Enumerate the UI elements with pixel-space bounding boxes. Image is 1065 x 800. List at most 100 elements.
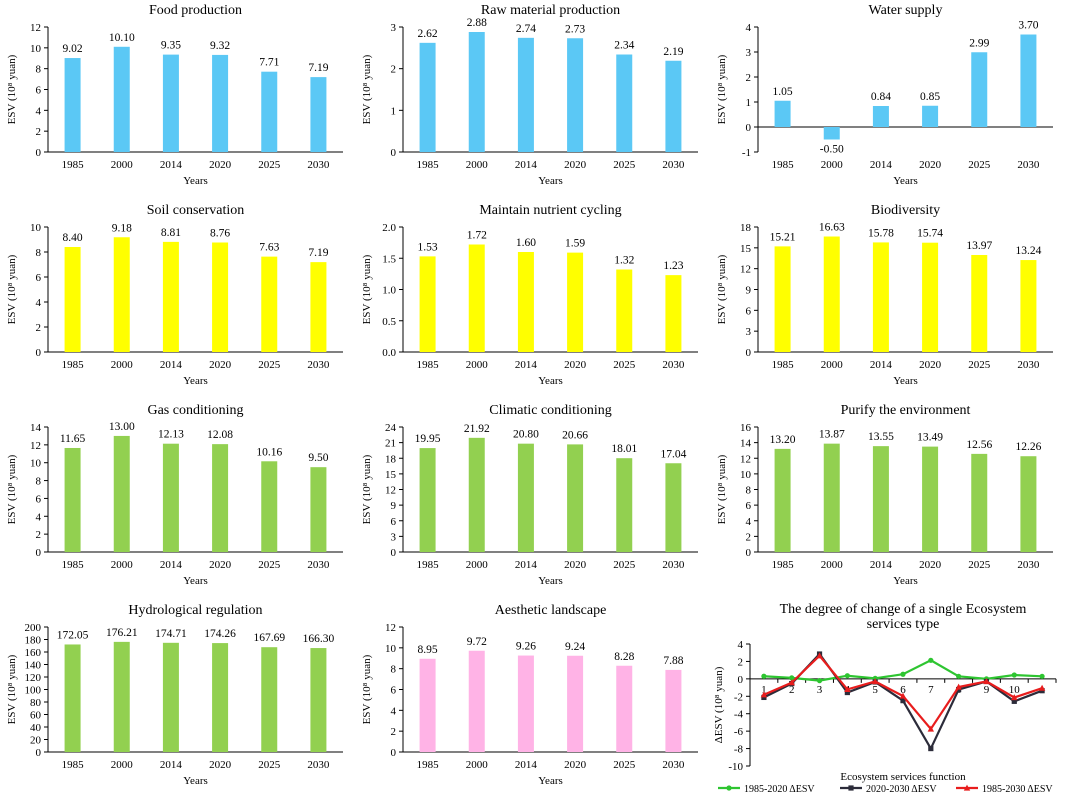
y-tick-label: 15 — [740, 243, 752, 255]
chart-title: Maintain nutrient cycling — [479, 203, 621, 218]
y-tick-label: 0 — [746, 347, 752, 359]
x-axis-title: Years — [183, 575, 208, 587]
bar — [872, 242, 889, 352]
bar — [468, 437, 485, 552]
x-tick-label: 2020 — [564, 359, 587, 371]
y-tick-label: 2 — [746, 531, 752, 543]
legend-label: 1985-2020 ΔESV — [744, 784, 815, 795]
y-axis-title: ESV (10⁸ yuan) — [716, 454, 728, 524]
panel-aesthetic-landscape: Aesthetic landscape 0 2 4 6 8 10 12 8.95 1985 9.72… — [355, 600, 710, 800]
y-tick-label: 8 — [36, 247, 42, 259]
y-tick-label: 6 — [391, 516, 397, 528]
x-tick-label: 2020 — [564, 759, 587, 771]
x-tick-label: 5 — [872, 684, 878, 696]
x-tick-label: 2014 — [515, 159, 538, 171]
x-tick-label: 2030 — [662, 359, 685, 371]
series-point — [1011, 698, 1017, 704]
bar — [162, 241, 179, 352]
series-point — [899, 692, 907, 699]
value-label: 9.72 — [467, 636, 487, 648]
y-axis-title: ESV (10⁸ yuan) — [716, 254, 728, 324]
y-tick-label: 0.5 — [382, 316, 396, 328]
bar — [419, 658, 436, 752]
legend-marker — [726, 785, 732, 791]
y-tick-label: 6 — [36, 493, 42, 505]
x-tick-label: 1985 — [62, 559, 85, 571]
y-tick-label: 2 — [36, 529, 42, 541]
legend-item: 1985-2030 ΔESV — [956, 784, 1053, 795]
x-tick-label: 2000 — [466, 159, 489, 171]
y-tick-label: 0 — [746, 122, 752, 134]
x-tick-label: 1985 — [62, 159, 85, 171]
chart-svg: Hydrological regulation 02040608010012014… — [6, 603, 343, 787]
x-tick-label: 2025 — [968, 559, 991, 571]
x-axis-title: Years — [893, 575, 918, 587]
x-tick-label: 1985 — [417, 359, 440, 371]
y-tick-label: 0 — [746, 547, 752, 559]
x-axis-title: Years — [183, 775, 208, 787]
x-tick-label: 2025 — [968, 359, 991, 371]
y-tick-label: 0.0 — [382, 347, 396, 359]
bar — [1020, 260, 1037, 352]
bar — [212, 444, 229, 552]
x-tick-label: 2014 — [515, 559, 538, 571]
bar — [665, 275, 682, 352]
y-tick-label: -2 — [734, 691, 743, 703]
chart-title: Soil conservation — [147, 203, 245, 218]
x-tick-label: 2000 — [466, 759, 489, 771]
value-label: 1.23 — [663, 260, 683, 272]
chart-title: Gas conditioning — [147, 403, 243, 418]
value-label: 9.35 — [161, 40, 181, 52]
y-axis-title: ESV (10⁸ yuan) — [6, 654, 18, 724]
legend-marker — [963, 784, 971, 791]
x-tick-label: 2030 — [662, 159, 685, 171]
y-tick-label: 20 — [30, 735, 42, 747]
bar — [64, 58, 81, 152]
value-label: 1.60 — [516, 237, 536, 249]
chart-svg: Water supply -1 0 1 2 3 4 1.05 1985 -0.50 2000 0.84… — [716, 3, 1053, 187]
y-tick-label: 2 — [36, 126, 42, 138]
y-tick-label: 4 — [738, 639, 744, 651]
value-label: 9.50 — [308, 452, 328, 464]
bar — [261, 647, 278, 752]
y-tick-label: 180 — [25, 635, 42, 647]
value-label: 1.05 — [773, 86, 793, 98]
y-tick-label: 2.0 — [382, 222, 396, 234]
y-tick-label: 2 — [391, 64, 397, 76]
x-tick-label: 2020 — [209, 359, 232, 371]
bar — [113, 435, 130, 552]
panel-gas-conditioning: Gas conditioning 0 2 4 6 8 10 12 14 11.65 1985 13.0… — [0, 400, 355, 600]
y-tick-label: 2 — [738, 656, 744, 668]
chart-title: Raw material production — [481, 3, 620, 18]
panel-food-production: Food production 0 2 4 6 8 10 12 9.02 1985 10.10 200… — [0, 0, 355, 200]
bar — [64, 447, 81, 552]
chart-svg: Biodiversity 0 3 6 9 12 15 18 15.21 1985 16.63 2000… — [716, 203, 1053, 387]
chart-title: Biodiversity — [871, 203, 940, 218]
series-point — [983, 678, 990, 685]
bar — [64, 644, 81, 752]
bar — [212, 242, 229, 352]
x-tick-label: 3 — [817, 684, 823, 696]
x-tick-label: 6 — [900, 684, 906, 696]
chart-svg: Aesthetic landscape 0 2 4 6 8 10 12 8.95 1985 9.72… — [361, 603, 698, 787]
x-tick-label: 2 — [789, 684, 795, 696]
x-axis-title: Years — [538, 575, 563, 587]
series-point — [761, 694, 767, 701]
value-label: 13.24 — [1015, 245, 1041, 257]
x-tick-label: 2030 — [307, 759, 330, 771]
series-point — [1038, 684, 1046, 691]
x-tick-label: 2020 — [564, 159, 587, 171]
value-label: 7.88 — [663, 655, 683, 667]
y-tick-label: 21 — [385, 438, 396, 450]
value-label: 2.73 — [565, 23, 585, 35]
bar — [162, 443, 179, 552]
value-label: 13.87 — [819, 429, 845, 441]
value-label: 13.00 — [109, 421, 135, 433]
series-point — [816, 678, 823, 684]
x-tick-label: 2030 — [662, 759, 685, 771]
x-tick-label: 1985 — [417, 159, 440, 171]
y-tick-label: 15 — [385, 469, 397, 481]
x-tick-label: 2025 — [968, 159, 991, 171]
x-tick-label: 2030 — [1017, 159, 1040, 171]
legend-item: 2020-2030 ΔESV — [840, 784, 937, 795]
